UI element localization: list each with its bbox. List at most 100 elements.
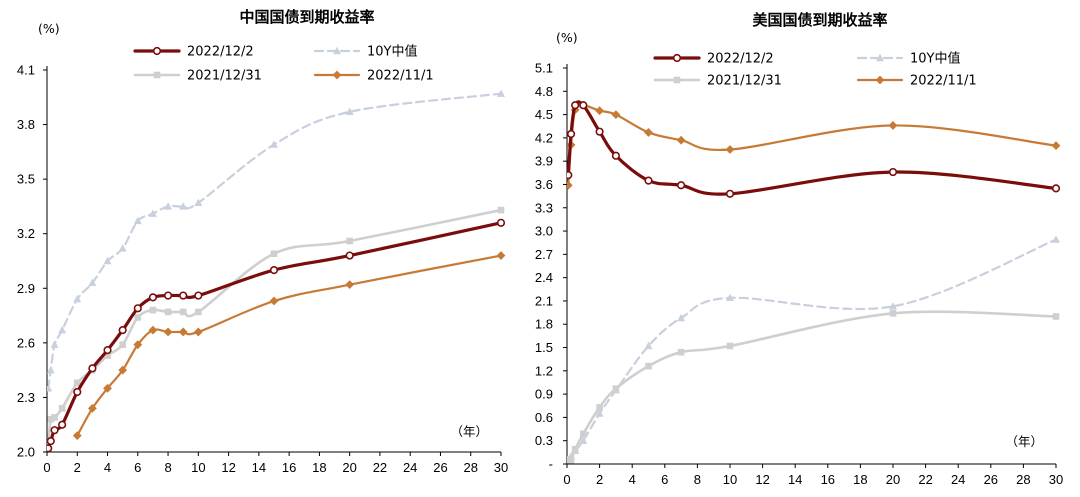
series-2021-12-31 — [47, 206, 505, 447]
legend-label: 2022/11/1 — [367, 69, 434, 84]
legend-label: 10Y中值 — [367, 44, 417, 60]
data-point — [133, 216, 142, 225]
y-tick-label: 3.6 — [535, 177, 553, 192]
data-point — [58, 420, 67, 429]
data-point — [148, 209, 157, 217]
x-tick-label: 12 — [221, 460, 235, 475]
y-tick-label: 3.3 — [535, 200, 553, 215]
y-tick-label: 0.6 — [535, 410, 553, 425]
data-point — [51, 414, 58, 421]
y-tick-label: 4.5 — [535, 107, 553, 122]
x-axis-unit-label: （年） — [450, 424, 488, 439]
x-tick-label: 26 — [433, 460, 447, 475]
legend-marker — [672, 53, 682, 63]
y-tick-label: 2.3 — [17, 390, 35, 405]
data-point — [644, 341, 653, 350]
data-point — [1052, 235, 1060, 243]
legend-marker — [152, 46, 162, 56]
chart-panel-2: 美国国债到期收益率 (%) （年） - 0.3 0.6 0.9 1.2 1.5 1.8 2.1 2.4… — [535, 11, 1063, 487]
y-tick-label: 3.9 — [535, 154, 553, 169]
data-point — [179, 291, 188, 300]
data-point — [889, 310, 897, 317]
series-line — [567, 310, 1058, 463]
x-tick-label: 18 — [312, 460, 326, 475]
data-point — [103, 383, 112, 393]
legend-label: 10Y中值 — [910, 51, 960, 67]
x-tick-label: 16 — [821, 472, 835, 487]
y-tick-label: 2.4 — [535, 270, 553, 285]
x-tick-label: 10 — [723, 472, 737, 487]
data-point — [571, 101, 580, 110]
chart-panel-1: 中国国债到期收益率 (%) （年） 2.0 2.3 2.6 2.9 3.2 3.5 3.8 4.1 0… — [17, 8, 508, 475]
data-point — [193, 327, 203, 337]
x-tick-label: 22 — [918, 472, 932, 487]
x-tick-label: 22 — [373, 460, 387, 475]
legend-marker — [875, 75, 885, 85]
data-point — [47, 444, 53, 452]
data-point — [888, 167, 898, 177]
x-tick-label: 24 — [951, 472, 965, 487]
legend-marker — [876, 53, 884, 62]
legend-label: 2022/12/2 — [187, 45, 254, 60]
y-tick-label: 0.9 — [535, 387, 553, 402]
data-point — [269, 296, 279, 306]
data-point — [726, 342, 734, 350]
data-point — [134, 314, 142, 321]
data-point — [47, 365, 55, 374]
y-tick-label: 3.0 — [535, 224, 553, 239]
data-point — [58, 405, 66, 412]
y-tick-label: 3.2 — [17, 226, 35, 241]
y-tick-label: 2.0 — [17, 445, 35, 460]
data-point — [345, 107, 354, 116]
x-tick-label: 16 — [282, 460, 296, 475]
x-tick-label: 4 — [629, 472, 636, 487]
data-point — [133, 340, 143, 350]
x-tick-label: 14 — [788, 472, 802, 487]
data-point — [1051, 141, 1061, 151]
y-tick-label: 1.2 — [535, 363, 553, 378]
data-point — [178, 327, 188, 337]
x-tick-label: 30 — [494, 460, 508, 475]
data-point — [179, 202, 188, 210]
data-point — [179, 308, 187, 316]
data-point — [345, 251, 354, 260]
legend: 2022/12/2 10Y中值 2021/12/31 2022/11/1 — [653, 51, 977, 89]
series-2022-12-2 — [567, 100, 1061, 198]
y-tick-label: 3.8 — [17, 117, 35, 132]
legend-marker — [332, 70, 342, 80]
y-tick-label: 4.8 — [535, 84, 553, 99]
data-point — [148, 325, 158, 335]
x-tick-label: 6 — [134, 460, 141, 475]
data-point — [611, 151, 621, 160]
data-point — [88, 364, 97, 373]
data-point — [644, 176, 653, 185]
data-point — [497, 89, 505, 97]
data-point — [118, 365, 128, 375]
chart-title: 中国国债到期收益率 — [239, 8, 374, 26]
y-tick-label: 2.1 — [535, 293, 553, 308]
x-tick-label: 20 — [342, 460, 356, 475]
data-point — [726, 293, 734, 302]
data-point — [595, 106, 604, 116]
x-tick-label: 10 — [191, 460, 205, 475]
data-point — [725, 145, 735, 154]
legend-label: 2022/11/1 — [910, 74, 977, 89]
series-line — [47, 92, 503, 390]
data-point — [195, 308, 202, 316]
data-point — [612, 385, 620, 392]
series-10Y- — [47, 89, 505, 392]
x-tick-label: 8 — [164, 460, 171, 475]
data-point — [595, 409, 604, 417]
series-2021-12-31 — [567, 310, 1060, 464]
data-point — [676, 181, 686, 190]
y-tick-label: 4.1 — [17, 63, 35, 78]
data-point — [677, 313, 686, 322]
data-point — [164, 202, 173, 210]
data-point — [611, 110, 621, 119]
data-point — [73, 295, 82, 303]
data-point — [567, 456, 575, 464]
data-point — [47, 415, 55, 423]
data-point — [725, 189, 735, 198]
data-point — [567, 171, 573, 180]
